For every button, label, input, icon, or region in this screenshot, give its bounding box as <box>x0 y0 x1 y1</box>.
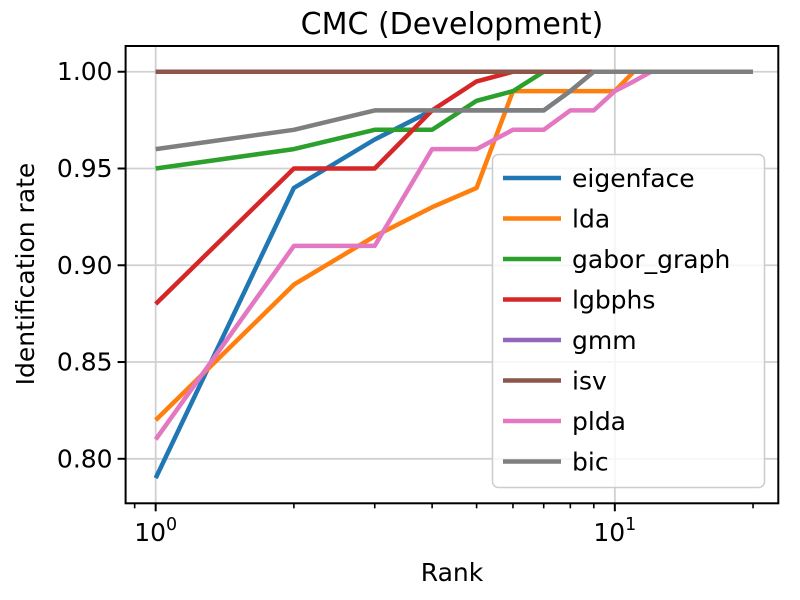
legend-label-isv: isv <box>572 367 607 396</box>
chart-title: CMC (Development) <box>301 7 604 42</box>
legend-box <box>491 153 766 489</box>
legend-label-plda: plda <box>572 407 626 436</box>
legend-label-bic: bic <box>572 448 609 477</box>
y-tick-label-0.85: 0.85 <box>57 348 113 377</box>
legend-item-eigenface: eigenface <box>503 164 695 193</box>
x-tick-label-10e0: 100 <box>134 515 177 547</box>
x-tick-label-10e1: 101 <box>593 515 636 547</box>
gridlines <box>125 46 779 504</box>
legend-item-lgbphs: lgbphs <box>503 286 655 315</box>
legend-item-isv: isv <box>503 367 607 396</box>
legend-item-lda: lda <box>503 205 610 234</box>
legend-label-gabor_graph: gabor_graph <box>572 245 730 274</box>
y-tick-label-0.80: 0.80 <box>57 444 113 473</box>
plot-border <box>124 45 780 505</box>
legend-label-eigenface: eigenface <box>572 164 695 193</box>
axis-ticks: 1.00 0.95 0.90 0.85 0.80 100 101 <box>57 57 754 547</box>
legend-item-gmm: gmm <box>503 326 637 355</box>
legend-item-gabor_graph: gabor_graph <box>503 245 730 274</box>
legend-label-lgbphs: lgbphs <box>572 286 655 315</box>
x-axis-label: Rank <box>421 558 484 587</box>
series-lines <box>153 69 753 480</box>
y-tick-label-1.00: 1.00 <box>57 57 113 86</box>
legend-label-lda: lda <box>572 205 610 234</box>
y-tick-label-0.95: 0.95 <box>57 154 113 183</box>
legend-item-plda: plda <box>503 407 626 436</box>
series-line-bic <box>155 69 753 152</box>
y-tick-label-0.90: 0.90 <box>57 251 113 280</box>
legend-label-gmm: gmm <box>572 326 637 355</box>
y-axis-label: Identification rate <box>11 163 40 386</box>
legend-item-bic: bic <box>503 448 609 477</box>
